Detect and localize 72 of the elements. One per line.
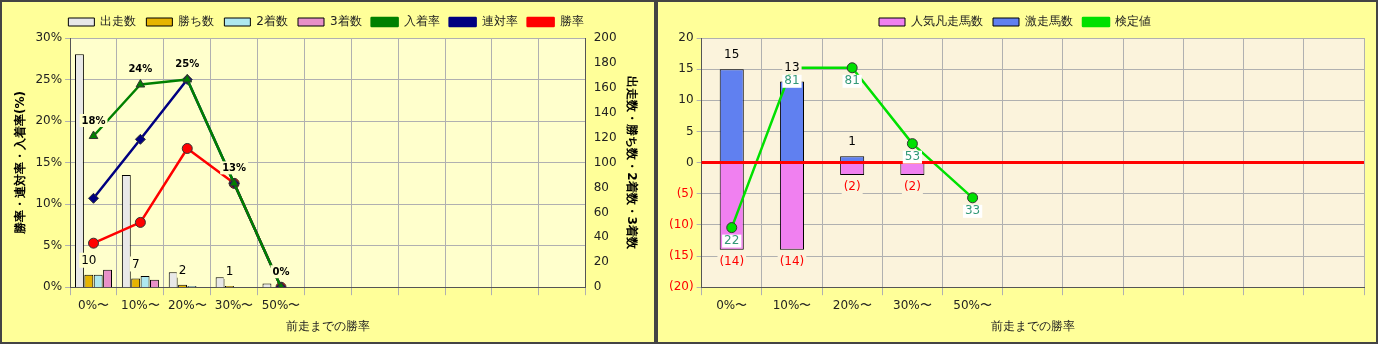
data-label: 0% <box>272 265 290 277</box>
x-tick-label: 50%〜 <box>953 297 992 312</box>
data-label: 15 <box>724 47 740 62</box>
y-tick-label: 25% <box>35 71 63 86</box>
data-label: 10 <box>81 252 97 267</box>
data-label: 33 <box>964 202 981 217</box>
legend-label: 出走数 <box>100 14 137 29</box>
y2-tick-label: 120 <box>593 129 617 144</box>
x-tick-label: 50%〜 <box>261 297 301 312</box>
y-axis-title: 勝率・連対率・入着率(%) <box>13 91 28 236</box>
legend-label: 勝ち数 <box>178 14 215 29</box>
legend-label: 激走馬数 <box>1025 14 1073 29</box>
legend-label: 3着数 <box>330 14 362 29</box>
y-tick-label: 0% <box>43 279 63 294</box>
x-tick-label: 0%〜 <box>77 297 110 312</box>
x-tick-label: 10%〜 <box>121 297 160 312</box>
x-tick-label: 0%〜 <box>716 297 748 312</box>
legend-label: 連対率 <box>481 14 518 29</box>
y-tick-label: 20% <box>35 113 63 128</box>
data-label: 81 <box>784 72 800 87</box>
x-axis-title: 前走までの勝率 <box>990 318 1075 333</box>
y-tick-label: (10) <box>668 217 694 232</box>
data-label: 24% <box>128 63 153 75</box>
x-tick-label: 10%〜 <box>772 297 812 312</box>
data-label: 1 <box>225 264 234 279</box>
y-tick-label: (20) <box>668 279 694 294</box>
y-tick-label: 10% <box>35 196 63 211</box>
y-tick-label: 15 <box>678 61 694 76</box>
y-tick-label: 10 <box>678 92 694 107</box>
data-label: 13% <box>222 161 247 173</box>
y-tick-label: 15% <box>35 154 63 169</box>
data-label: (2) <box>903 179 921 194</box>
x-tick-label: 30%〜 <box>893 297 932 312</box>
y2-tick-label: 200 <box>593 30 617 45</box>
y2-tick-label: 80 <box>593 179 609 194</box>
y-tick-label: (15) <box>668 248 694 263</box>
data-label: 25% <box>175 58 200 70</box>
x-axis-title: 前走までの勝率 <box>285 318 370 333</box>
y2-axis-title: 出走数・勝ち数・2着数・3着数 <box>624 76 639 250</box>
legend-label: 2着数 <box>256 14 289 29</box>
x-tick-label: 30%〜 <box>214 297 254 312</box>
y-tick-label: (5) <box>676 185 694 200</box>
y-tick-label: 20 <box>678 30 694 45</box>
legend-label: 人気凡走馬数 <box>911 14 983 29</box>
legend-label: 入着率 <box>403 14 440 29</box>
data-label: 53 <box>904 148 921 163</box>
y2-tick-label: 40 <box>593 229 609 244</box>
data-label: 22 <box>724 232 740 247</box>
y2-tick-label: 60 <box>593 204 609 219</box>
y-tick-label: 5% <box>43 237 63 252</box>
legend-label: 検定値 <box>1115 14 1151 29</box>
y2-tick-label: 140 <box>593 104 617 119</box>
data-label: (2) <box>843 179 861 194</box>
data-label: (14) <box>779 253 805 268</box>
data-label: 13 <box>784 59 800 74</box>
y2-tick-label: 160 <box>593 79 617 94</box>
data-label: 7 <box>131 256 140 271</box>
y-tick-label: 30% <box>35 30 63 45</box>
y-tick-label: 0 <box>685 154 694 169</box>
data-label: 81 <box>844 72 860 87</box>
x-tick-label: 20%〜 <box>167 297 207 312</box>
y2-tick-label: 100 <box>593 154 617 169</box>
data-label: (14) <box>719 253 745 268</box>
y-tick-label: 5 <box>685 123 694 138</box>
x-tick-label: 20%〜 <box>832 297 872 312</box>
y2-tick-label: 0 <box>593 279 602 294</box>
data-label: 18% <box>81 114 106 126</box>
data-label: 1 <box>848 134 856 149</box>
legend-label: 勝率 <box>559 14 584 29</box>
data-label: 2 <box>178 262 187 277</box>
y2-tick-label: 180 <box>593 55 617 70</box>
y2-tick-label: 20 <box>593 254 609 269</box>
